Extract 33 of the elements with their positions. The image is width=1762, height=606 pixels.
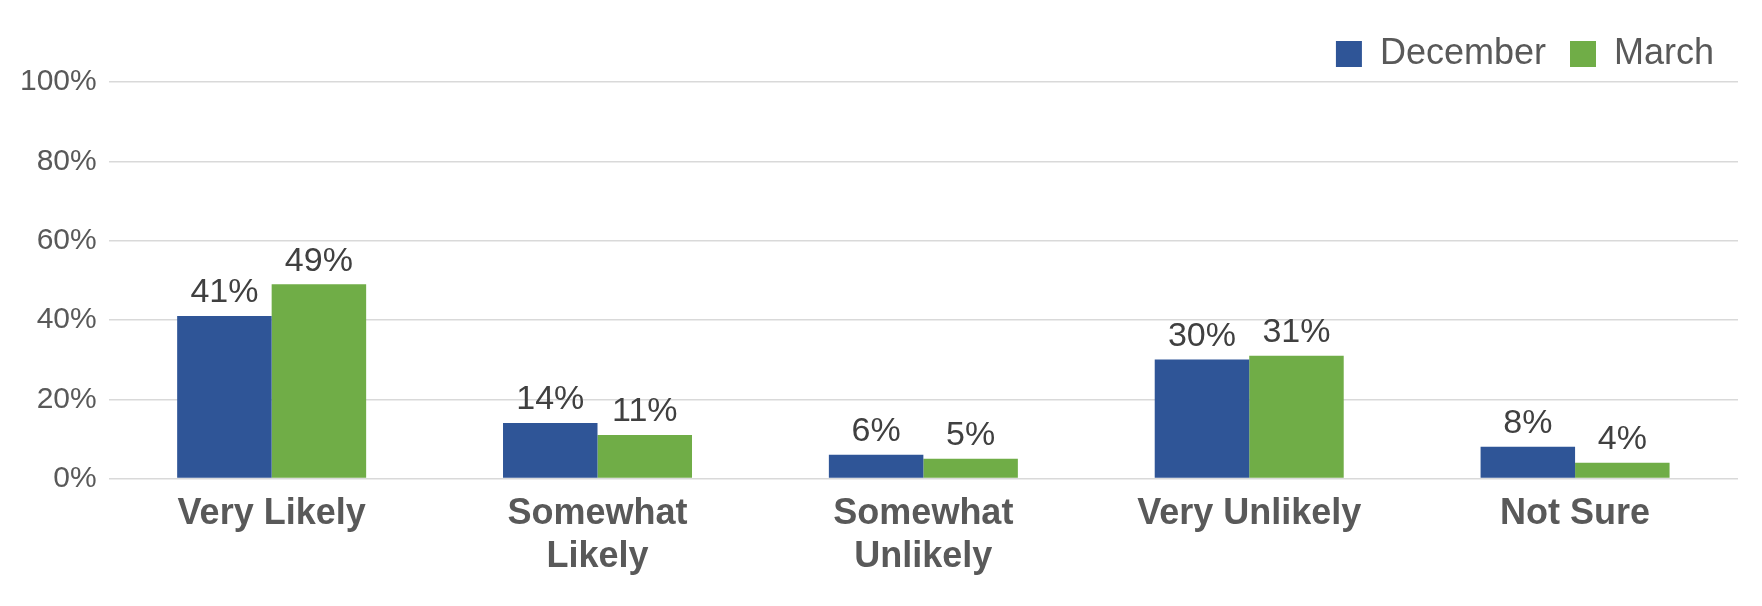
legend-label: December bbox=[1379, 30, 1546, 72]
data-label: 11% bbox=[611, 390, 678, 429]
y-tick-label: 60% bbox=[36, 221, 97, 255]
y-tick-label: 20% bbox=[36, 380, 97, 414]
data-label: 6% bbox=[851, 410, 901, 449]
bar bbox=[1480, 446, 1576, 478]
y-tick-label: 40% bbox=[36, 301, 97, 335]
x-tick-label: Somewhat Unlikely bbox=[833, 491, 1014, 576]
x-tick-label: Very Likely bbox=[177, 491, 366, 533]
y-tick-label: 100% bbox=[19, 63, 97, 97]
data-label: 14% bbox=[516, 378, 585, 417]
bar bbox=[923, 458, 1018, 478]
bar bbox=[597, 434, 693, 478]
bar bbox=[1249, 355, 1344, 478]
data-label: 5% bbox=[946, 414, 996, 453]
bar bbox=[503, 423, 598, 478]
data-label: 41% bbox=[190, 271, 259, 310]
y-tick-label: 80% bbox=[36, 142, 97, 176]
data-label: 31% bbox=[1262, 311, 1331, 350]
x-tick-label: Somewhat Likely bbox=[507, 491, 688, 576]
bar bbox=[828, 454, 924, 478]
x-tick-label: Very Unlikely bbox=[1137, 491, 1362, 533]
legend-label: March bbox=[1613, 30, 1715, 72]
data-label: 4% bbox=[1597, 418, 1647, 457]
data-label: 49% bbox=[284, 239, 353, 278]
bar bbox=[1154, 359, 1250, 478]
bar bbox=[177, 315, 272, 478]
y-tick-label: 0% bbox=[53, 459, 97, 493]
data-label: 30% bbox=[1167, 314, 1236, 353]
bar bbox=[1575, 462, 1670, 478]
bar bbox=[271, 284, 367, 478]
data-label: 8% bbox=[1503, 402, 1553, 441]
x-tick-label: Not Sure bbox=[1500, 491, 1651, 533]
